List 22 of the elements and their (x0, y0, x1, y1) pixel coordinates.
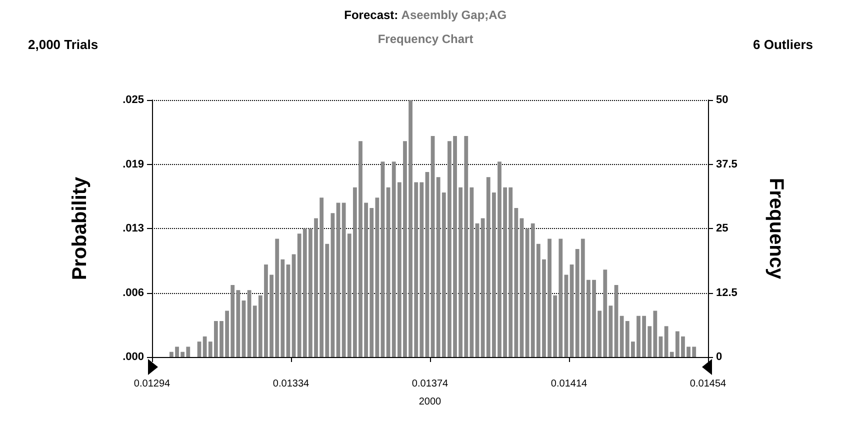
text: 2,000 Trials (28, 37, 98, 52)
y2-tick-label: 50 (716, 94, 728, 106)
x-tick-label: 0.01334 (272, 378, 310, 390)
x-tick-label: 0.01454 (690, 378, 727, 390)
y2-tick-label: 25 (716, 222, 728, 234)
y-tick-label: .000 (122, 351, 144, 363)
y2-axis-title: Frequency (765, 178, 787, 280)
y2-tick-label: 12.5 (716, 286, 738, 299)
text: 6 Outliers (753, 37, 813, 52)
y-tick-label: .025 (122, 94, 144, 106)
y-tick-label: .019 (122, 158, 144, 170)
y2-tick-label: 0 (716, 351, 722, 363)
y2-tick-label: 37.5 (716, 158, 738, 170)
y-tick-label: .006 (122, 286, 144, 299)
x-tick-label: 0.01414 (550, 378, 588, 390)
x-tick-label: 0.01294 (134, 378, 171, 390)
x-axis-title: 2000 (418, 396, 442, 408)
x-tick-label: 0.01374 (412, 378, 449, 390)
y-axis-title: Probability (69, 176, 91, 280)
y-tick-label: .013 (122, 222, 144, 234)
chart-subtitle: Frequency Chart (378, 32, 474, 46)
chart-title: Forecast: Aseembly Gap;AG (344, 8, 507, 22)
